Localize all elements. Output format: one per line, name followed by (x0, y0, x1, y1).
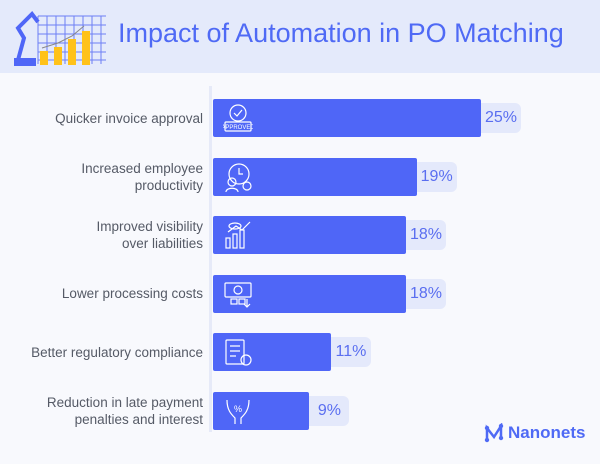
category-label-line: over liabilities (121, 236, 203, 251)
category-label: Quicker invoice approval (3, 110, 203, 127)
category-label-line: Lower processing costs (61, 286, 203, 301)
category-label-line: Reduction in late payment (46, 394, 203, 410)
hands-percent-icon: % (226, 399, 250, 424)
category-label-line: penalties and interest (74, 411, 203, 427)
bar (213, 216, 406, 254)
bar: % (213, 391, 310, 430)
data-label: 11% (330, 337, 371, 367)
brand-name: Nanonets (508, 423, 586, 442)
category-label: Increased employee productivity (3, 160, 203, 194)
bar (213, 157, 417, 196)
category-label: Reduction in late payment penalties and i… (3, 394, 203, 428)
category-label: Better regulatory compliance (3, 344, 203, 361)
eye-chart-icon (225, 221, 251, 249)
nanonets-logo-icon (484, 423, 504, 443)
money-icon (224, 281, 252, 308)
axis-line (209, 86, 212, 432)
svg-text:%: % (234, 404, 242, 414)
checklist-gear-icon (225, 339, 252, 366)
category-label-line: Improved visibility (96, 219, 203, 234)
header: Impact of Automation in PO Matching (0, 0, 600, 73)
data-label: 18% (405, 278, 446, 309)
robot-arm-chart-icon (14, 10, 106, 66)
svg-text:APPROVED: APPROVED (223, 125, 253, 131)
category-label: Lower processing costs (3, 285, 203, 302)
data-label: 18% (405, 220, 446, 250)
approved-stamp-icon: APPROVED (223, 104, 253, 132)
category-label: Improved visibility over liabilities (3, 218, 203, 252)
category-label-line: productivity (134, 177, 203, 193)
clock-gear-icon (225, 162, 252, 192)
data-label: 9% (309, 395, 350, 426)
data-label: 25% (481, 103, 521, 133)
bar (213, 274, 406, 313)
category-label-line: Better regulatory compliance (31, 344, 203, 360)
bar (213, 333, 331, 371)
category-label-line: Increased employee (81, 160, 203, 176)
page-title: Impact of Automation in PO Matching (118, 18, 564, 48)
category-label-line: Quicker invoice approval (55, 110, 203, 126)
data-label: 19% (416, 161, 457, 192)
nanonets-logo: Nanonets (484, 423, 585, 443)
bar: APPROVED (213, 99, 481, 137)
